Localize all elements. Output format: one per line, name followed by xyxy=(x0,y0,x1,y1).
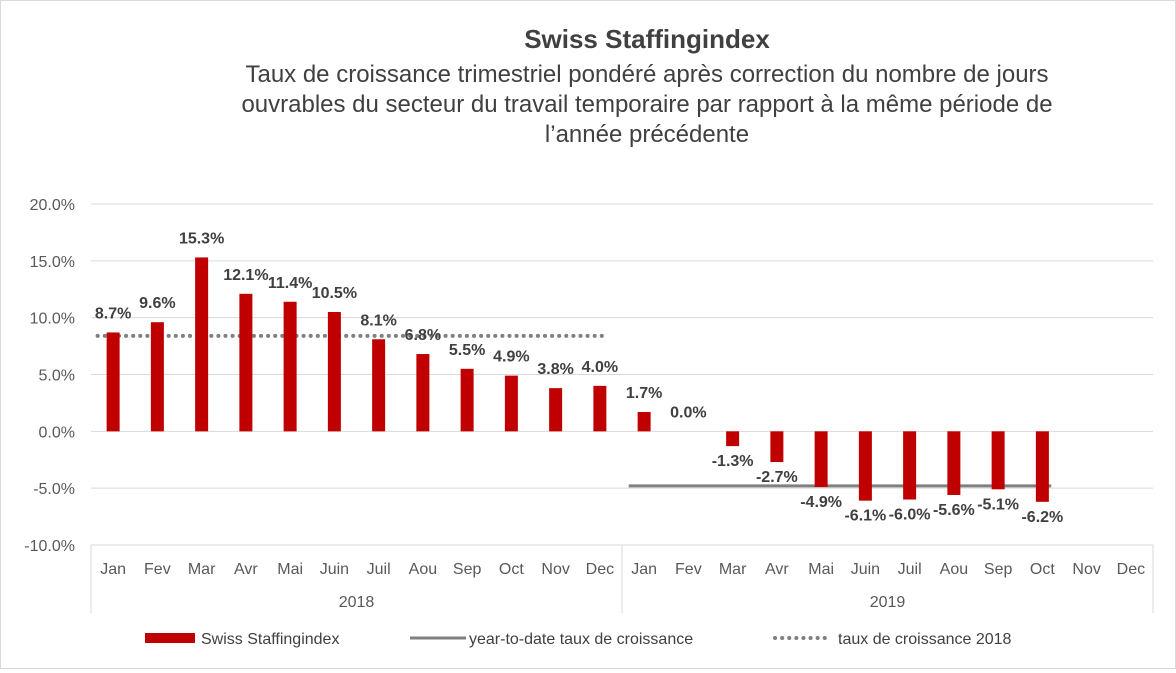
bar xyxy=(903,431,917,500)
y-tick-label: 5.0% xyxy=(39,368,75,385)
data-label: 4.0% xyxy=(582,359,618,376)
data-label: 3.8% xyxy=(537,361,573,378)
x-tick-label: Sep xyxy=(453,561,482,578)
x-tick-label: Oct xyxy=(1030,561,1055,578)
x-group-label: 2019 xyxy=(870,594,906,611)
chart-subtitle-line-2: ouvrables du secteur du travail temporai… xyxy=(241,91,1052,118)
bar xyxy=(549,388,563,432)
y-tick-label: 10.0% xyxy=(30,311,75,328)
x-tick-label: Mai xyxy=(277,561,303,578)
bar xyxy=(372,339,386,432)
data-label: 8.1% xyxy=(360,312,396,329)
x-axis: Jan Fev Mar Avr Mai Juin Juil Aou Sep Oct Nov Dec Ja… xyxy=(90,544,1154,613)
reference-lines xyxy=(95,333,1052,488)
x-tick-label: Aou xyxy=(940,561,968,578)
x-tick-label: Avr xyxy=(234,561,258,578)
bar xyxy=(726,431,740,447)
data-label: 0.0% xyxy=(670,404,706,421)
chart-title: Swiss Staffingindex xyxy=(524,24,770,54)
data-label: -5.1% xyxy=(977,496,1019,513)
data-label: 12.1% xyxy=(223,267,268,284)
x-tick-label: Avr xyxy=(765,561,789,578)
bar xyxy=(239,293,253,432)
x-tick-label: Jan xyxy=(100,561,126,578)
x-tick-label: Juil xyxy=(898,561,922,578)
bar xyxy=(150,322,164,432)
data-label: -6.1% xyxy=(844,508,886,525)
bar xyxy=(770,431,784,463)
y-tick-label: 15.0% xyxy=(30,254,75,271)
x-tick-label: Mar xyxy=(719,561,747,578)
legend-swatch xyxy=(145,633,195,643)
bar xyxy=(858,431,872,501)
x-tick-label: Sep xyxy=(984,561,1013,578)
x-tick-label: Nov xyxy=(1072,561,1100,578)
bar xyxy=(637,412,651,432)
legend-label: year-to-date taux de croissance xyxy=(469,631,693,648)
bar xyxy=(1035,431,1049,502)
x-tick-label: Dec xyxy=(586,561,614,578)
x-tick-label: Oct xyxy=(499,561,524,578)
bar xyxy=(416,354,430,432)
x-tick-label: Fev xyxy=(675,561,702,578)
x-tick-label: Dec xyxy=(1117,561,1145,578)
data-label: -4.9% xyxy=(800,494,842,511)
data-label: -6.2% xyxy=(1021,509,1063,526)
data-label: 15.3% xyxy=(179,230,224,247)
data-label: 1.7% xyxy=(626,385,662,402)
bar xyxy=(106,332,120,432)
data-label: 6.8% xyxy=(405,327,441,344)
y-tick-label: -10.0% xyxy=(24,538,75,555)
y-tick-label: -5.0% xyxy=(33,481,75,498)
data-label: -5.6% xyxy=(933,502,975,519)
x-tick-label: Nov xyxy=(541,561,569,578)
legend-label: taux de croissance 2018 xyxy=(838,631,1012,648)
bar xyxy=(460,368,474,432)
data-label: 9.6% xyxy=(139,295,175,312)
chart-subtitle-line-3: l’année précédente xyxy=(545,121,749,148)
x-tick-label: Fev xyxy=(144,561,171,578)
bar xyxy=(504,375,518,432)
data-label: 5.5% xyxy=(449,342,485,359)
y-axis-ticks: 20.0% 15.0% 10.0% 5.0% 0.0% -5.0% -10.0% xyxy=(24,197,75,555)
bar xyxy=(814,431,828,488)
data-label: 8.7% xyxy=(95,305,131,322)
x-group-label: 2018 xyxy=(339,594,375,611)
y-tick-label: 20.0% xyxy=(30,197,75,214)
bar xyxy=(593,385,607,432)
data-label: 10.5% xyxy=(312,285,357,302)
x-tick-label: Jan xyxy=(631,561,657,578)
x-tick-label: Juin xyxy=(320,561,349,578)
legend: Swiss Staffingindex year-to-date taux de … xyxy=(145,631,1012,648)
bar xyxy=(195,257,209,432)
bar-series xyxy=(106,257,1049,502)
legend-label: Swiss Staffingindex xyxy=(201,631,339,648)
x-tick-label: Juin xyxy=(851,561,880,578)
x-tick-label: Mai xyxy=(808,561,834,578)
bar xyxy=(283,301,297,432)
data-label: 11.4% xyxy=(268,275,312,292)
data-label: 4.9% xyxy=(493,349,529,366)
data-label: -6.0% xyxy=(889,507,931,524)
bar xyxy=(991,431,1005,490)
x-tick-label: Mar xyxy=(188,561,216,578)
bar xyxy=(327,311,341,432)
data-label: -2.7% xyxy=(756,469,798,486)
bar xyxy=(947,431,961,495)
data-labels: 8.7% 9.6% 15.3% 12.1% 11.4%10.5%8.1% 6.8% 5.5%… xyxy=(95,230,1063,525)
x-tick-label: Juil xyxy=(367,561,391,578)
x-tick-label: Aou xyxy=(409,561,437,578)
y-tick-label: 0.0% xyxy=(39,424,75,441)
data-label: -1.3% xyxy=(712,453,754,470)
chart-subtitle-line-1: Taux de croissance trimestriel pondéré a… xyxy=(245,61,1048,88)
